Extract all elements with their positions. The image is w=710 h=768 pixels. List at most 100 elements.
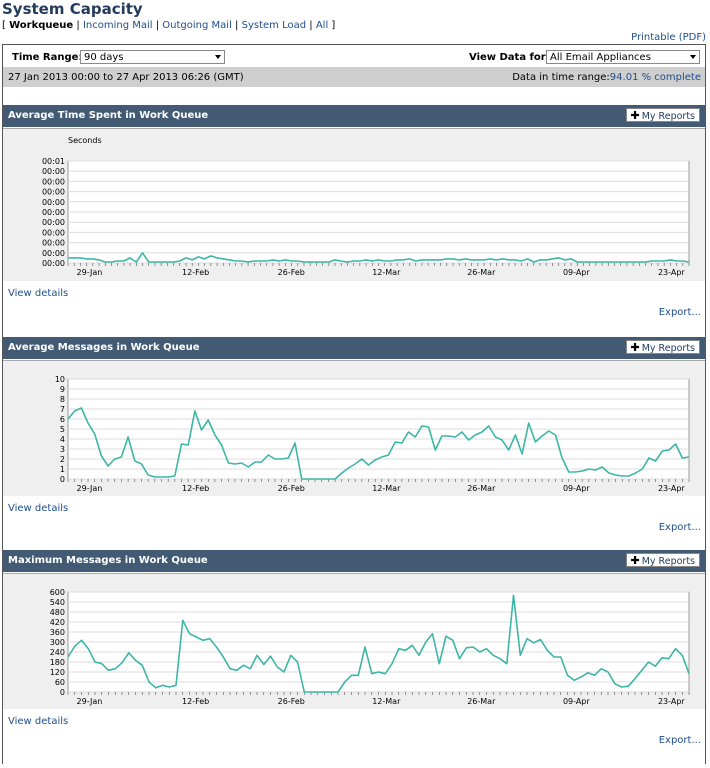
y-tick-label: 2 bbox=[60, 455, 65, 464]
subnav-separator: | bbox=[155, 20, 160, 31]
chart-panel-max-messages: 600 540 480 420 360 300 240 180 120 60 0 29-Jan 12-F… bbox=[3, 573, 705, 710]
export-link[interactable]: Export... bbox=[658, 522, 701, 533]
y-tick-label: 1 bbox=[60, 465, 65, 474]
view-details-link[interactable]: View details bbox=[8, 716, 69, 727]
x-tick-label: 26-Mar bbox=[467, 697, 496, 706]
x-tick-label: 29-Jan bbox=[77, 697, 103, 706]
y-tick-label: 300 bbox=[50, 638, 65, 647]
data-completeness-value: 94.01 % complete bbox=[609, 72, 701, 83]
subnav-separator: | bbox=[76, 20, 80, 31]
view-data-for-select[interactable]: All Email Appliances bbox=[546, 50, 700, 64]
section-footer: View details Export... bbox=[3, 496, 705, 552]
x-tick-label: 29-Jan bbox=[77, 268, 103, 277]
x-tick-label: 23-Apr bbox=[658, 268, 685, 277]
section-title: Average Time Spent in Work Queue bbox=[8, 110, 209, 121]
x-tick-label: 23-Apr bbox=[658, 697, 685, 706]
subnav-link-system-load[interactable]: System Load bbox=[241, 20, 307, 31]
report-frame: Time Range: 90 days View Data for: All E… bbox=[2, 44, 706, 765]
filter-bar: Time Range: 90 days View Data for: All E… bbox=[3, 45, 705, 67]
x-tick-label: 12-Feb bbox=[182, 268, 209, 277]
data-completeness-label: Data in time range: bbox=[512, 72, 610, 83]
section-title: Average Messages in Work Queue bbox=[8, 342, 200, 353]
my-reports-label: My Reports bbox=[641, 111, 695, 122]
printable-pdf-link[interactable]: Printable (PDF) bbox=[631, 32, 706, 43]
view-details-link[interactable]: View details bbox=[8, 288, 69, 299]
y-tick-label: 00:00 bbox=[42, 249, 65, 258]
my-reports-button[interactable]: ✚ My Reports bbox=[625, 108, 700, 122]
my-reports-button[interactable]: ✚ My Reports bbox=[625, 553, 700, 567]
y-tick-label: 00:01 bbox=[42, 157, 65, 166]
data-completeness: Data in time range:94.01 % complete bbox=[512, 72, 701, 83]
x-tick-label: 09-Apr bbox=[563, 697, 590, 706]
series-line bbox=[67, 407, 690, 480]
subnav-link-incoming-mail[interactable]: Incoming Mail bbox=[82, 20, 153, 31]
y-tick-label: 00:00 bbox=[42, 259, 65, 268]
y-tick-label: 540 bbox=[50, 598, 65, 607]
section-footer: View details Export... bbox=[3, 281, 705, 337]
x-tick-label: 09-Apr bbox=[563, 484, 590, 493]
subnav-open-bracket: [ bbox=[2, 20, 6, 31]
y-tick-label: 5 bbox=[60, 425, 65, 434]
x-tick-label: 12-Feb bbox=[182, 697, 209, 706]
x-tick-label: 26-Mar bbox=[467, 484, 496, 493]
report-subnav: [ Workqueue | Incoming Mail | Outgoing M… bbox=[2, 20, 335, 31]
y-tick-label: 240 bbox=[50, 648, 65, 657]
y-tick-label: 360 bbox=[50, 628, 65, 637]
x-tick-label: 29-Jan bbox=[77, 484, 103, 493]
x-tick-label: 26-Mar bbox=[467, 268, 496, 277]
y-tick-label: 600 bbox=[50, 588, 65, 597]
y-tick-label: 420 bbox=[50, 618, 65, 627]
export-link[interactable]: Export... bbox=[658, 735, 701, 746]
page-title: System Capacity bbox=[2, 0, 143, 18]
y-tick-label: 0 bbox=[60, 688, 65, 697]
y-tick-label: 7 bbox=[60, 405, 65, 414]
plus-icon: ✚ bbox=[630, 554, 640, 567]
y-tick-label: 10 bbox=[55, 375, 65, 384]
x-tick-label: 26-Feb bbox=[278, 697, 305, 706]
export-link[interactable]: Export... bbox=[658, 307, 701, 318]
my-reports-button[interactable]: ✚ My Reports bbox=[625, 340, 700, 354]
time-range-value: 90 days bbox=[84, 52, 124, 63]
y-tick-label: 0 bbox=[60, 475, 65, 484]
section-header-avg-messages: Average Messages in Work Queue ✚ My Repor… bbox=[3, 337, 705, 359]
view-details-link[interactable]: View details bbox=[8, 503, 69, 514]
time-range-label: Time Range: bbox=[12, 52, 83, 63]
subnav-link-outgoing-mail[interactable]: Outgoing Mail bbox=[162, 20, 232, 31]
plus-icon: ✚ bbox=[630, 109, 640, 122]
y-tick-label: 00:00 bbox=[42, 208, 65, 217]
y-tick-label: 00:00 bbox=[42, 177, 65, 186]
chart-avg-time-in-queue: 00:0100:0000:0000:0000:0000:0000:0000:00… bbox=[42, 136, 690, 277]
y-tick-label: 00:00 bbox=[42, 218, 65, 227]
subnav-current-workqueue: Workqueue bbox=[9, 20, 74, 31]
y-tick-label: 00:00 bbox=[42, 239, 65, 248]
view-data-for-label: View Data for: bbox=[469, 52, 550, 63]
time-range-select[interactable]: 90 days bbox=[80, 50, 225, 64]
y-tick-label: 00:00 bbox=[42, 228, 65, 237]
section-title: Maximum Messages in Work Queue bbox=[8, 555, 208, 566]
y-tick-label: 6 bbox=[60, 415, 65, 424]
chart-panel-avg-messages: 10 9 8 7 6 5 4 3 2 1 0 29-Jan 12-Feb 26-Feb 12-Mar 26-M… bbox=[3, 360, 705, 497]
my-reports-label: My Reports bbox=[641, 343, 695, 354]
y-tick-label: 480 bbox=[50, 608, 65, 617]
subnav-separator: | bbox=[235, 20, 239, 31]
y-tick-label: 00:00 bbox=[42, 188, 65, 197]
subnav-link-all[interactable]: All bbox=[315, 20, 329, 31]
x-tick-label: 09-Apr bbox=[563, 268, 590, 277]
section-header-avg-time: Average Time Spent in Work Queue ✚ My Rep… bbox=[3, 105, 705, 127]
y-tick-label: 9 bbox=[60, 385, 65, 394]
x-tick-label: 26-Feb bbox=[278, 268, 305, 277]
y-tick-label: 60 bbox=[55, 678, 65, 687]
chevron-down-icon bbox=[690, 55, 696, 59]
plus-icon: ✚ bbox=[630, 341, 640, 354]
series-line bbox=[67, 594, 690, 693]
y-tick-label: 120 bbox=[50, 668, 65, 677]
section-footer: View details Export... bbox=[3, 709, 705, 765]
y-tick-label: 00:00 bbox=[42, 167, 65, 176]
y-tick-label: 180 bbox=[50, 658, 65, 667]
x-tick-label: 12-Mar bbox=[372, 697, 401, 706]
x-tick-label: 26-Feb bbox=[278, 484, 305, 493]
x-tick-label: 12-Feb bbox=[182, 484, 209, 493]
y-tick-label: 8 bbox=[60, 395, 65, 404]
